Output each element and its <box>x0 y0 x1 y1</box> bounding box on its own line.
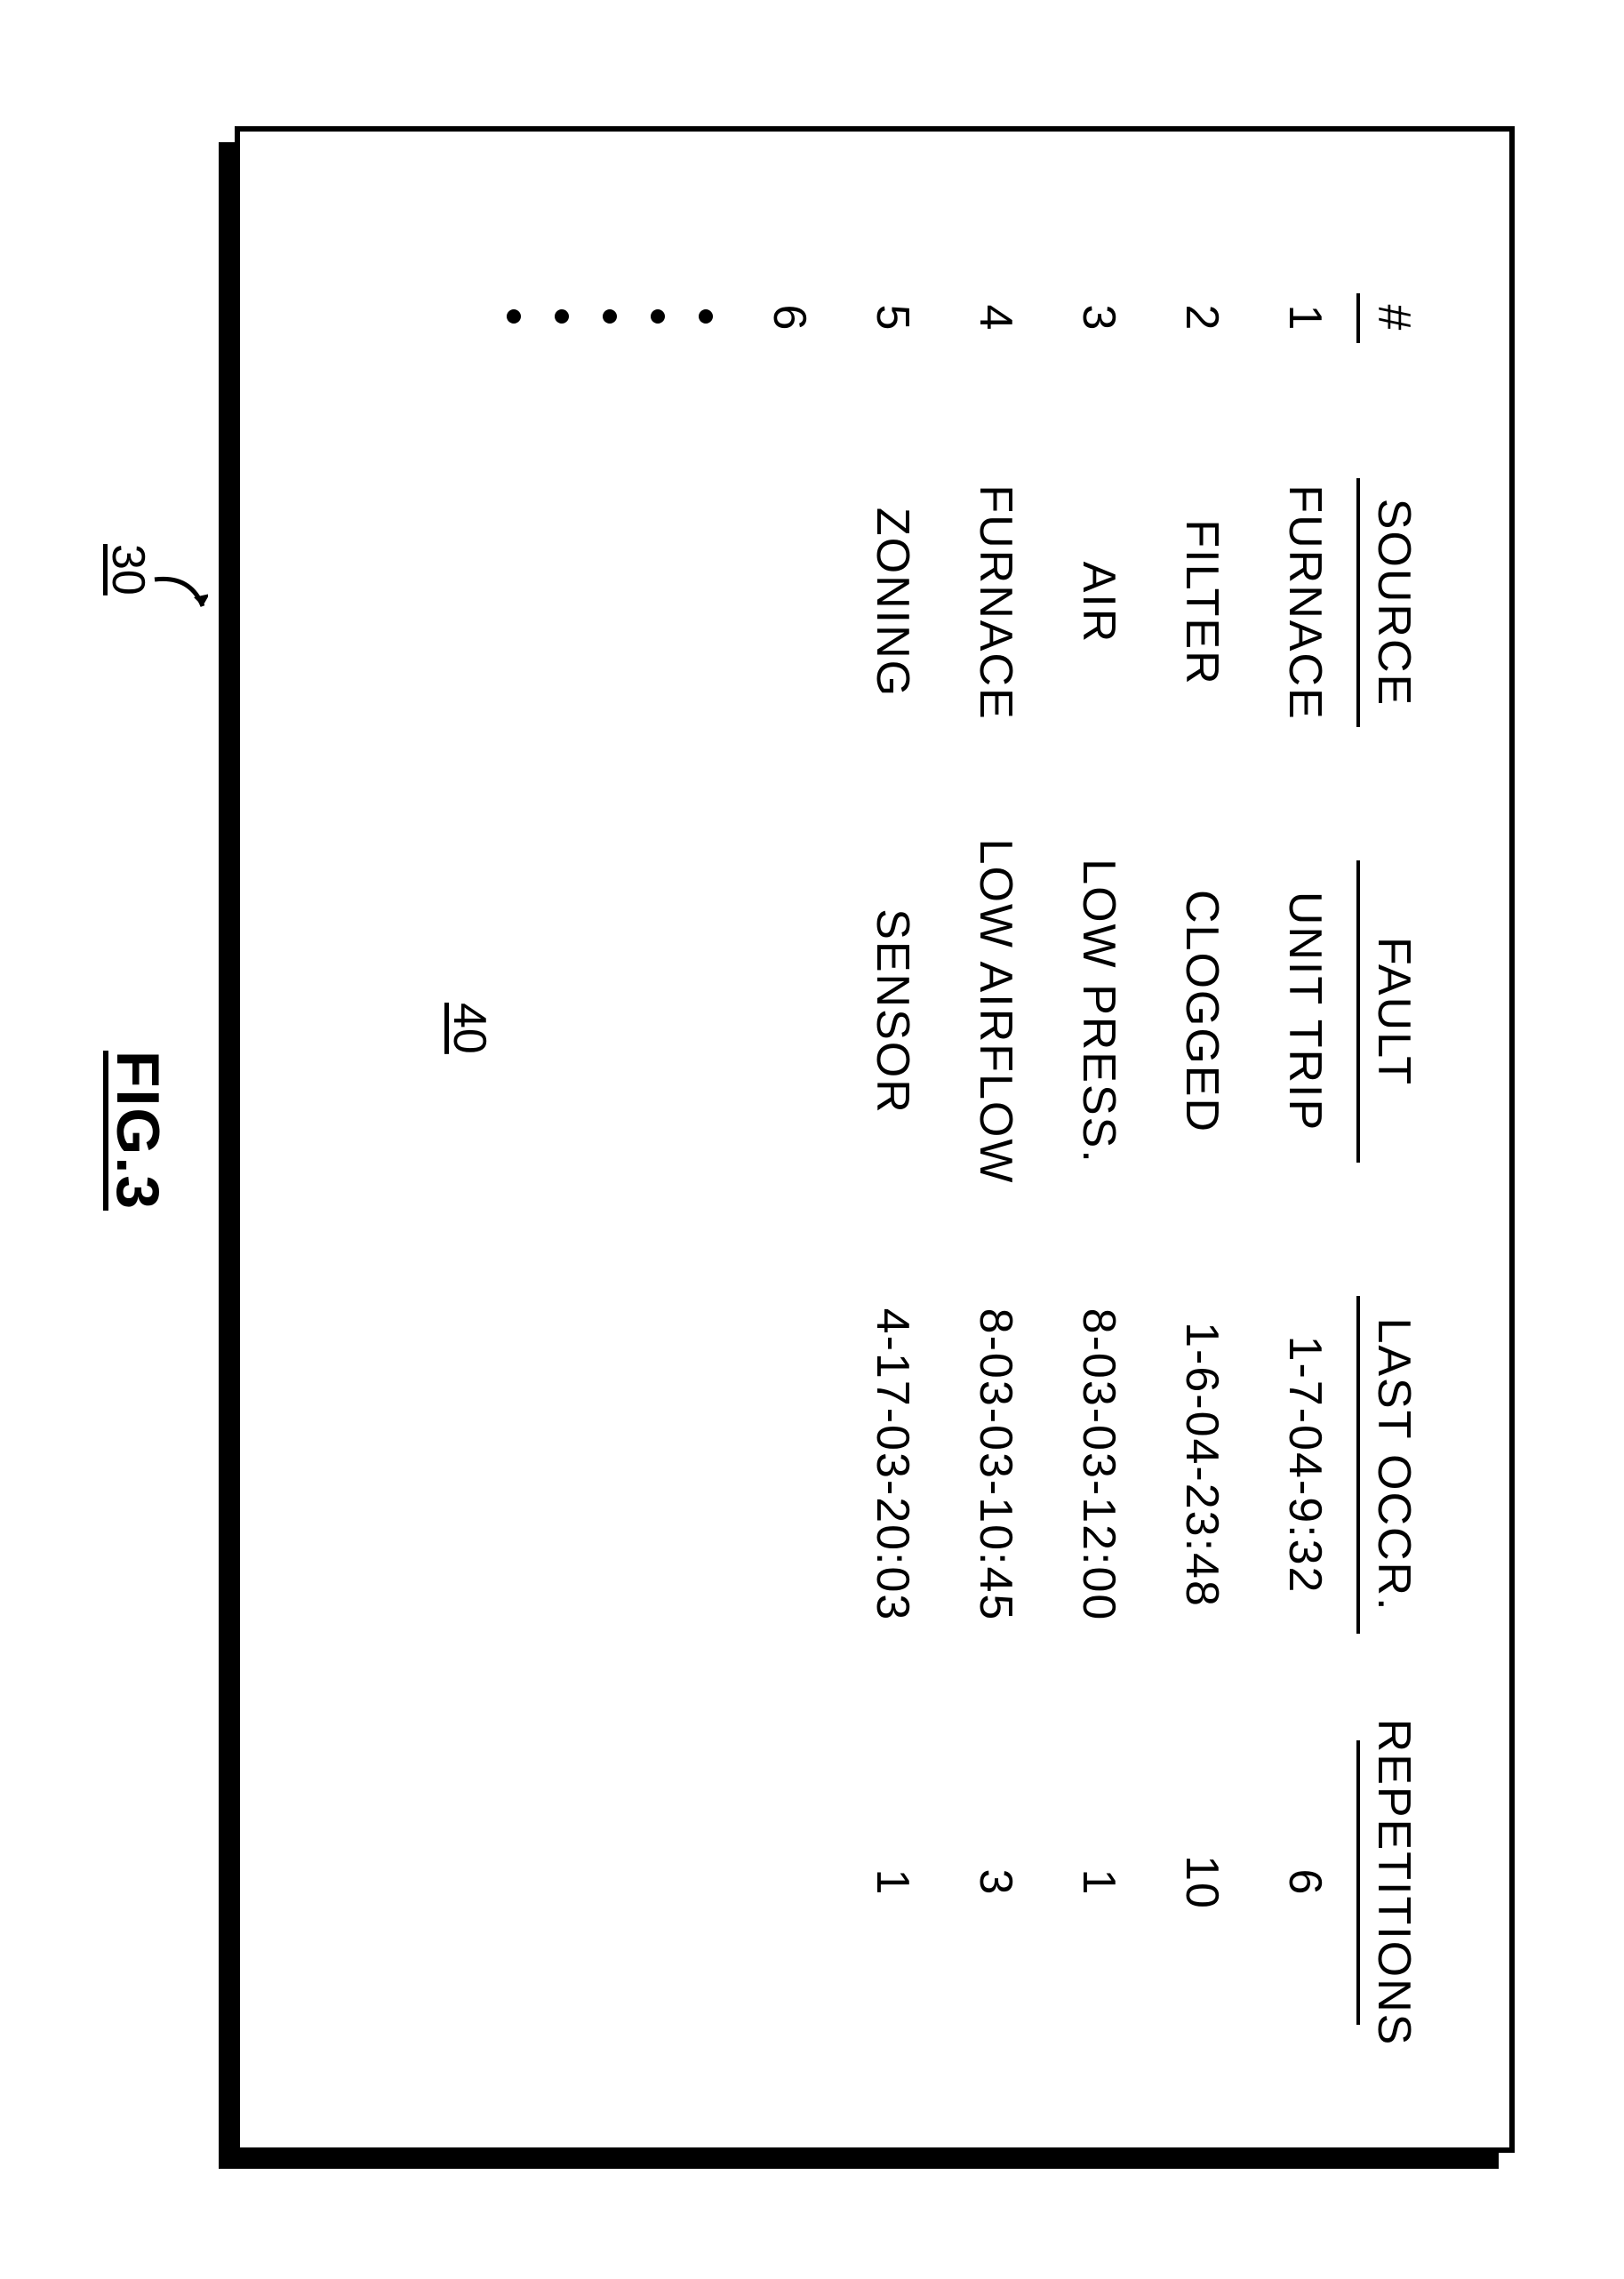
cell-lastoccr: 8-03-03-10:45 <box>969 1225 1022 1705</box>
header-num-label: # <box>1368 305 1420 332</box>
cell-fault: LOW AIRFLOW <box>969 798 1022 1225</box>
table-row: 1 FURNACE UNIT TRIP 1-7-04-9:32 6 <box>1278 229 1332 2060</box>
table-row: 3 AIR LOW PRESS. 8-03-03-12:00 1 <box>1072 229 1125 2060</box>
header-fault: FAULT <box>1367 798 1420 1225</box>
table-panel-border: # SOURCE FAULT LAST OCCR. REPETITIONS <box>235 126 1515 2153</box>
figure-label: FIG.3 <box>103 1051 172 1211</box>
header-underline <box>1356 1740 1360 2025</box>
cell-source: FILTER <box>1175 407 1228 798</box>
header-underline <box>1356 860 1360 1163</box>
cell-lastoccr: 1-6-04-23:48 <box>1175 1225 1228 1705</box>
cell-source: FURNACE <box>1278 407 1332 798</box>
header-num: # <box>1367 229 1420 407</box>
dot-icon <box>603 309 617 324</box>
cell-fault: CLOGGED <box>1175 798 1228 1225</box>
cell-fault: UNIT TRIP <box>1278 798 1332 1225</box>
cell-reps: 3 <box>969 1705 1022 2060</box>
header-repetitions: REPETITIONS <box>1367 1705 1420 2060</box>
header-source: SOURCE <box>1367 407 1420 798</box>
dot-icon <box>507 309 521 324</box>
cell-num: 5 <box>866 229 919 407</box>
cell-num: 6 <box>763 229 816 407</box>
header-underline <box>1356 1296 1360 1634</box>
table-header-row: # SOURCE FAULT LAST OCCR. REPETITIONS <box>1367 229 1420 2060</box>
header-underline <box>1356 293 1360 343</box>
header-repetitions-label: REPETITIONS <box>1368 1719 1420 2047</box>
cell-reps: 10 <box>1175 1705 1228 2060</box>
cell-source: AIR <box>1072 407 1125 798</box>
cell-reps: 1 <box>866 1705 919 2060</box>
cell-source: FURNACE <box>969 407 1022 798</box>
table-row: 5 ZONING SENSOR 4-17-03-20:03 1 <box>866 229 919 2060</box>
cell-num: 2 <box>1175 229 1228 407</box>
cell-fault: SENSOR <box>866 798 919 1225</box>
cell-lastoccr: 1-7-04-9:32 <box>1278 1225 1332 1705</box>
cell-num: 4 <box>969 229 1022 407</box>
cell-num: 1 <box>1278 229 1332 407</box>
cell-source: ZONING <box>866 407 919 798</box>
cell-lastoccr: 4-17-03-20:03 <box>866 1225 919 1705</box>
table-row: 2 FILTER CLOGGED 1-6-04-23:48 10 <box>1175 229 1228 2060</box>
cell-lastoccr: 8-03-03-12:00 <box>1072 1225 1125 1705</box>
header-lastoccr-label: LAST OCCR. <box>1368 1317 1420 1611</box>
cell-reps: 1 <box>1072 1705 1125 2060</box>
reference-30-container: 30 <box>101 517 208 651</box>
dot-icon <box>651 309 665 324</box>
header-underline <box>1356 478 1360 727</box>
dot-icon <box>699 309 713 324</box>
reference-arrow-icon <box>146 517 208 651</box>
header-source-label: SOURCE <box>1368 499 1420 707</box>
table-row: 4 FURNACE LOW AIRFLOW 8-03-03-10:45 3 <box>969 229 1022 2060</box>
cell-fault: LOW PRESS. <box>1072 798 1125 1225</box>
header-lastoccr: LAST OCCR. <box>1367 1225 1420 1705</box>
reference-number-40: 40 <box>443 1003 496 1054</box>
rotated-figure-container: # SOURCE FAULT LAST OCCR. REPETITIONS <box>57 73 1568 2206</box>
header-fault-label: FAULT <box>1368 937 1420 1086</box>
cell-num: 3 <box>1072 229 1125 407</box>
cell-reps: 6 <box>1278 1705 1332 2060</box>
dot-icon <box>555 309 569 324</box>
table-row: 6 <box>763 229 816 2060</box>
fault-table: # SOURCE FAULT LAST OCCR. REPETITIONS <box>473 229 1420 2060</box>
reference-number-30: 30 <box>101 544 155 596</box>
continuation-dots <box>507 309 713 2060</box>
